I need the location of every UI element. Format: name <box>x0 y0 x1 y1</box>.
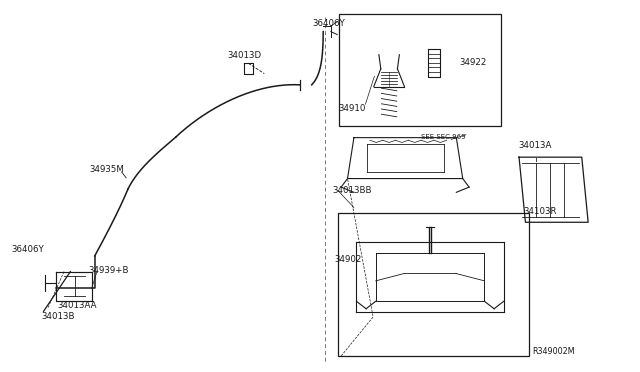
Text: 34935M: 34935M <box>90 165 124 174</box>
Text: SEE SEC.969: SEE SEC.969 <box>421 134 466 140</box>
Text: 34013A: 34013A <box>518 141 552 150</box>
Text: 34902: 34902 <box>334 255 362 264</box>
Text: 34939+B: 34939+B <box>88 266 129 275</box>
Bar <box>339 14 501 126</box>
Text: R349002M: R349002M <box>532 347 575 356</box>
Text: 34910: 34910 <box>338 104 365 113</box>
Text: 36406Y: 36406Y <box>312 19 345 28</box>
Text: 34013AA: 34013AA <box>58 301 97 310</box>
Text: 34103R: 34103R <box>524 207 557 216</box>
Bar <box>338 213 529 356</box>
Text: 34013B: 34013B <box>42 312 75 321</box>
Text: 34013BB: 34013BB <box>333 186 372 195</box>
Text: 36406Y: 36406Y <box>12 246 44 254</box>
Text: 34013D: 34013D <box>227 51 261 60</box>
Text: 34922: 34922 <box>460 58 487 67</box>
